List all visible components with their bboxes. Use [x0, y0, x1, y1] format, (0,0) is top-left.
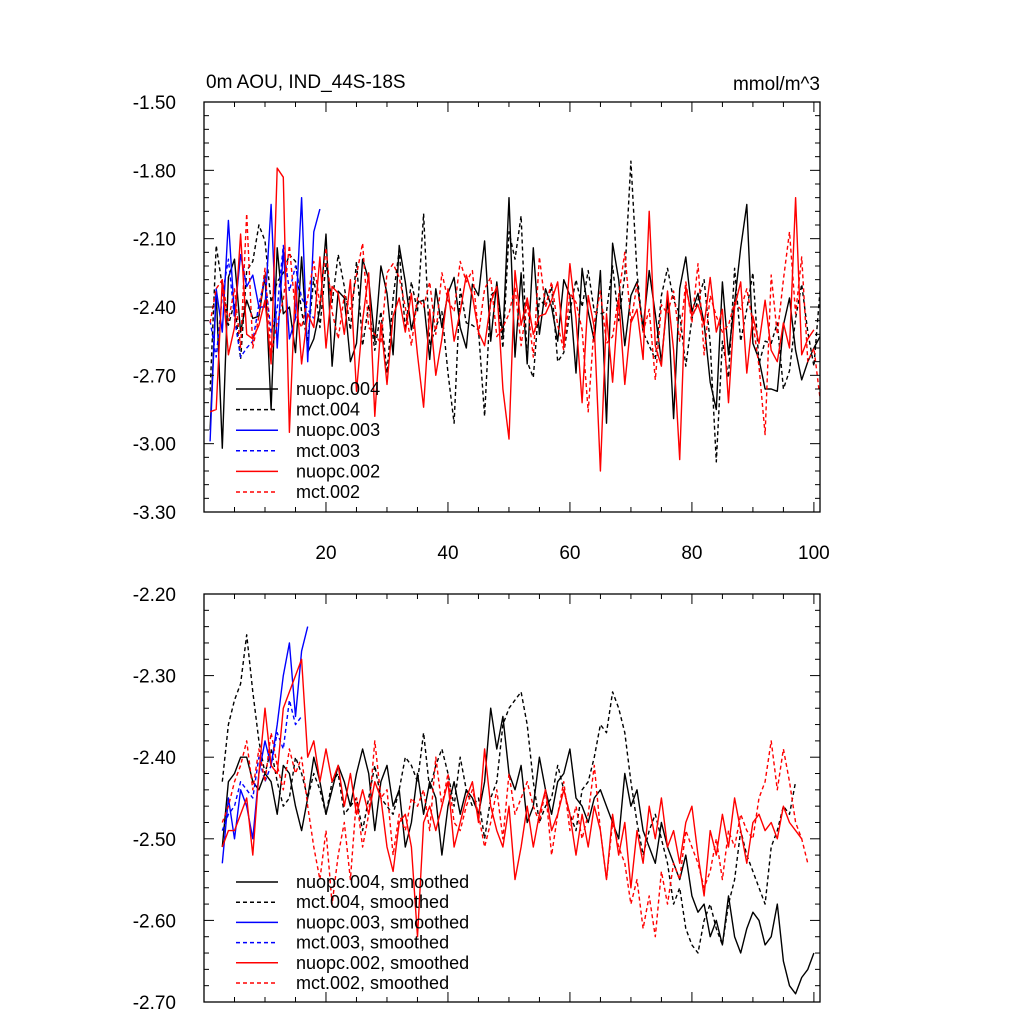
y-tick-label: -2.30 — [133, 667, 176, 688]
x-tick-label: 100 — [798, 543, 830, 564]
y-tick-label: -3.30 — [133, 503, 176, 524]
bottom-plot-frame — [203, 593, 821, 1003]
legend-label: mct.003 — [296, 441, 360, 461]
series-line-nuopc-003-smoothed — [221, 626, 309, 864]
y-tick-label: -1.80 — [133, 161, 176, 182]
legend-label: mct.003, smoothed — [296, 933, 449, 953]
y-tick-label: -2.60 — [133, 911, 176, 932]
series-line-mct-004-smoothed — [221, 634, 797, 954]
legend-label: nuopc.003 — [296, 420, 380, 440]
y-tick-label: -2.20 — [133, 585, 176, 606]
series-line-mct-003-smoothed — [221, 699, 303, 831]
y-tick-label: -3.00 — [133, 435, 176, 456]
x-tick-label: 40 — [437, 543, 458, 564]
y-tick-label: -2.10 — [133, 230, 176, 251]
series-line-nuopc-002-smoothed — [221, 658, 803, 938]
top-panel: -1.50 -1.80 -2.10 -2.40 -2.70 -3.00 -3.30 20 40 6… — [133, 72, 830, 564]
x-tick-label: 60 — [559, 543, 580, 564]
legend-label: mct.002, smoothed — [296, 973, 449, 993]
legend-label: nuopc.004 — [296, 379, 380, 399]
series-line-mct-003 — [209, 244, 315, 358]
y-tick-label: -2.70 — [133, 366, 176, 387]
series-line-mct-004 — [209, 160, 820, 463]
top-chart-units: mmol/m^3 — [733, 74, 820, 95]
y-tick-label: -2.50 — [133, 830, 176, 851]
legend-label: mct.002 — [296, 482, 360, 502]
legend-label: nuopc.003, smoothed — [296, 912, 469, 932]
top-legend: nuopc.004mct.004nuopc.003mct.003nuopc.00… — [236, 379, 380, 502]
series-line-nuopc-004 — [209, 196, 820, 449]
legend-label: mct.004 — [296, 400, 360, 420]
y-tick-label: -1.50 — [133, 93, 176, 114]
legend-label: mct.004, smoothed — [296, 892, 449, 912]
series-line-mct-002-smoothed — [221, 732, 809, 938]
x-tick-label: 80 — [681, 543, 702, 564]
bottom-panel: -2.20 -2.30 -2.40 -2.50 -2.60 -2.70 nuopc.004… — [133, 585, 821, 1014]
x-tick-label: 20 — [315, 543, 336, 564]
legend-label: nuopc.002 — [296, 461, 380, 481]
y-tick-label: -2.70 — [133, 993, 176, 1014]
y-tick-label: -2.40 — [133, 748, 176, 769]
series-line-mct-002 — [209, 212, 820, 436]
legend-label: nuopc.002, smoothed — [296, 953, 469, 973]
y-tick-label: -2.40 — [133, 298, 176, 319]
top-chart-title: 0m AOU, IND_44S-18S — [206, 72, 406, 93]
legend-label: nuopc.004, smoothed — [296, 872, 469, 892]
